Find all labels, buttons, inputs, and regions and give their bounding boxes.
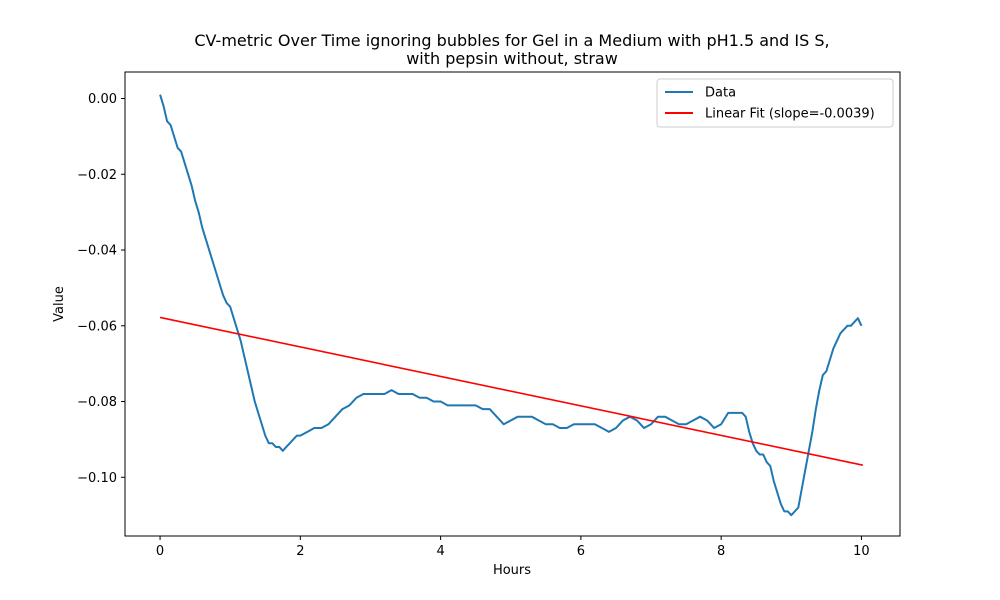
chart-subtitle: with pepsin without, straw	[406, 49, 618, 68]
y-tick-label: −0.06	[77, 319, 117, 334]
y-tick-label: 0.00	[88, 92, 117, 107]
legend-label-linear-fit: Linear Fit (slope=-0.0039)	[705, 107, 875, 122]
series-line-data	[159, 94, 863, 517]
legend-label-data: Data	[705, 86, 736, 101]
y-tick-label: −0.04	[77, 244, 117, 259]
y-tick-label: −0.08	[77, 395, 117, 410]
x-tick-label: 8	[717, 544, 725, 559]
x-tick-label: 10	[853, 544, 870, 559]
plot-area	[159, 94, 863, 517]
y-tick-label: −0.02	[77, 168, 117, 183]
x-tick-label: 2	[296, 544, 304, 559]
axes-frame	[124, 71, 901, 537]
y-tick-label: −0.10	[77, 471, 117, 486]
y-axis-label: Value	[52, 286, 67, 322]
x-axis: 0 2 4 6 8 10	[156, 536, 870, 559]
y-axis: 0.00 −0.02 −0.04 −0.06 −0.08 −0.10	[77, 92, 125, 486]
x-tick-label: 4	[436, 544, 444, 559]
x-tick-label: 0	[156, 544, 164, 559]
legend-box	[656, 78, 894, 128]
x-tick-label: 6	[577, 544, 585, 559]
legend: Data Linear Fit (slope=-0.0039)	[656, 78, 894, 128]
chart-title: CV-metric Over Time ignoring bubbles for…	[194, 31, 829, 50]
x-axis-label: Hours	[493, 563, 531, 578]
series-line-linear-fit	[159, 316, 863, 466]
